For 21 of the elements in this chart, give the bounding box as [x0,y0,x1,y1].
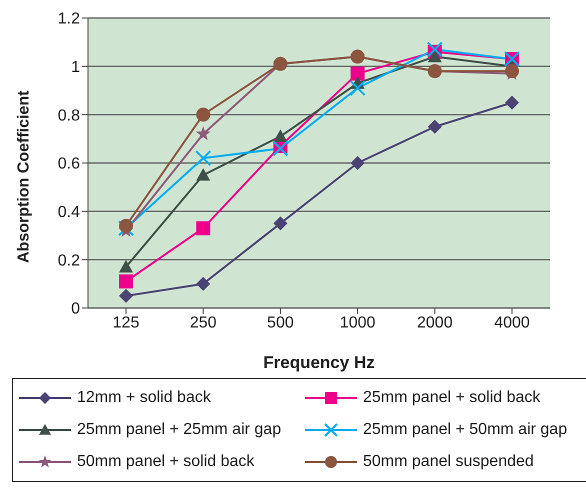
legend-label: 25mm panel + 50mm air gap [363,421,568,439]
y-tick-label: 1.2 [58,10,80,28]
y-axis-title: Absorption Coefficient [16,90,33,263]
x-tick-label: 125 [112,314,140,332]
x-tick-label: 500 [267,314,294,332]
x-tick-label: 250 [190,314,217,332]
legend-label: 12mm + solid back [77,389,211,407]
legend-label: 50mm panel suspended [363,453,534,471]
x-axis-title: Frequency Hz [263,353,375,372]
y-tick-label: 0.2 [58,252,80,270]
x-tick-label: 1000 [340,314,376,332]
legend-label: 50mm panel + solid back [77,453,254,471]
legend-label: 25mm panel + 25mm air gap [77,421,282,439]
x-tick-label: 4000 [494,314,530,332]
y-tick-label: 0.8 [58,107,80,124]
y-tick-label: 0.6 [58,156,80,173]
legend-label: 25mm panel + solid back [363,389,540,407]
y-tick-label: 0.4 [58,204,80,222]
y-tick-label: 0 [71,300,80,318]
y-tick-label: 1 [71,59,80,76]
x-tick-label: 2000 [417,314,453,332]
